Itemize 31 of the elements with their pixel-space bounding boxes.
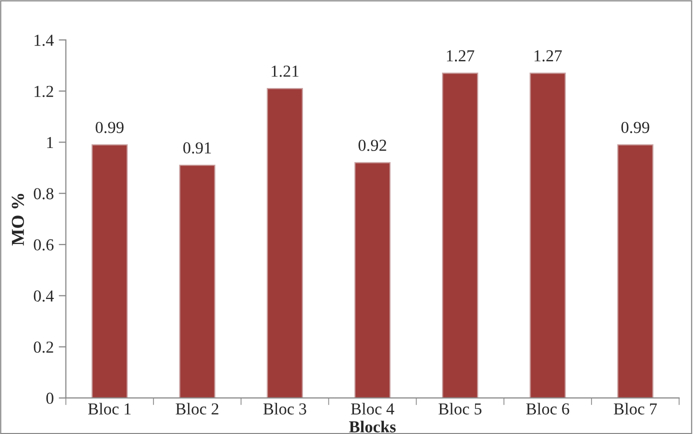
x-tick-label: Bloc 3 bbox=[263, 402, 306, 415]
data-label: 0.91 bbox=[183, 142, 211, 154]
bar bbox=[92, 144, 128, 398]
y-axis-title: MO % bbox=[12, 194, 24, 246]
y-tick-label: 1.2 bbox=[34, 86, 54, 98]
bar bbox=[442, 72, 478, 398]
y-tick-label: 0 bbox=[46, 392, 54, 404]
x-tick-label: Bloc 4 bbox=[350, 402, 394, 415]
bar bbox=[179, 164, 216, 398]
bar bbox=[266, 88, 303, 398]
x-tick-label: Bloc 1 bbox=[88, 402, 131, 415]
x-tick-label: Bloc 6 bbox=[526, 402, 570, 415]
x-tick-label: Bloc 7 bbox=[614, 402, 657, 415]
x-tick-label: Bloc 2 bbox=[176, 402, 218, 415]
bar bbox=[354, 162, 391, 398]
data-label: 0.92 bbox=[358, 140, 386, 152]
data-label: 1.27 bbox=[446, 50, 474, 62]
x-axis-title: Blocks bbox=[349, 420, 396, 432]
bar bbox=[617, 144, 654, 398]
y-tick-label: 1.4 bbox=[34, 34, 54, 46]
y-tick-label: 0.6 bbox=[34, 239, 54, 251]
bar bbox=[530, 72, 566, 398]
x-tick-label: Bloc 5 bbox=[438, 402, 482, 415]
data-label: 0.99 bbox=[621, 122, 650, 134]
y-tick-label: 1 bbox=[47, 137, 54, 148]
data-label: 1.27 bbox=[534, 50, 562, 62]
data-label: 1.21 bbox=[272, 66, 298, 77]
y-tick-label: 0.8 bbox=[34, 188, 54, 200]
y-tick-label: 0.2 bbox=[34, 342, 54, 353]
data-label: 0.99 bbox=[96, 122, 124, 134]
y-tick-label: 0.4 bbox=[34, 290, 54, 302]
